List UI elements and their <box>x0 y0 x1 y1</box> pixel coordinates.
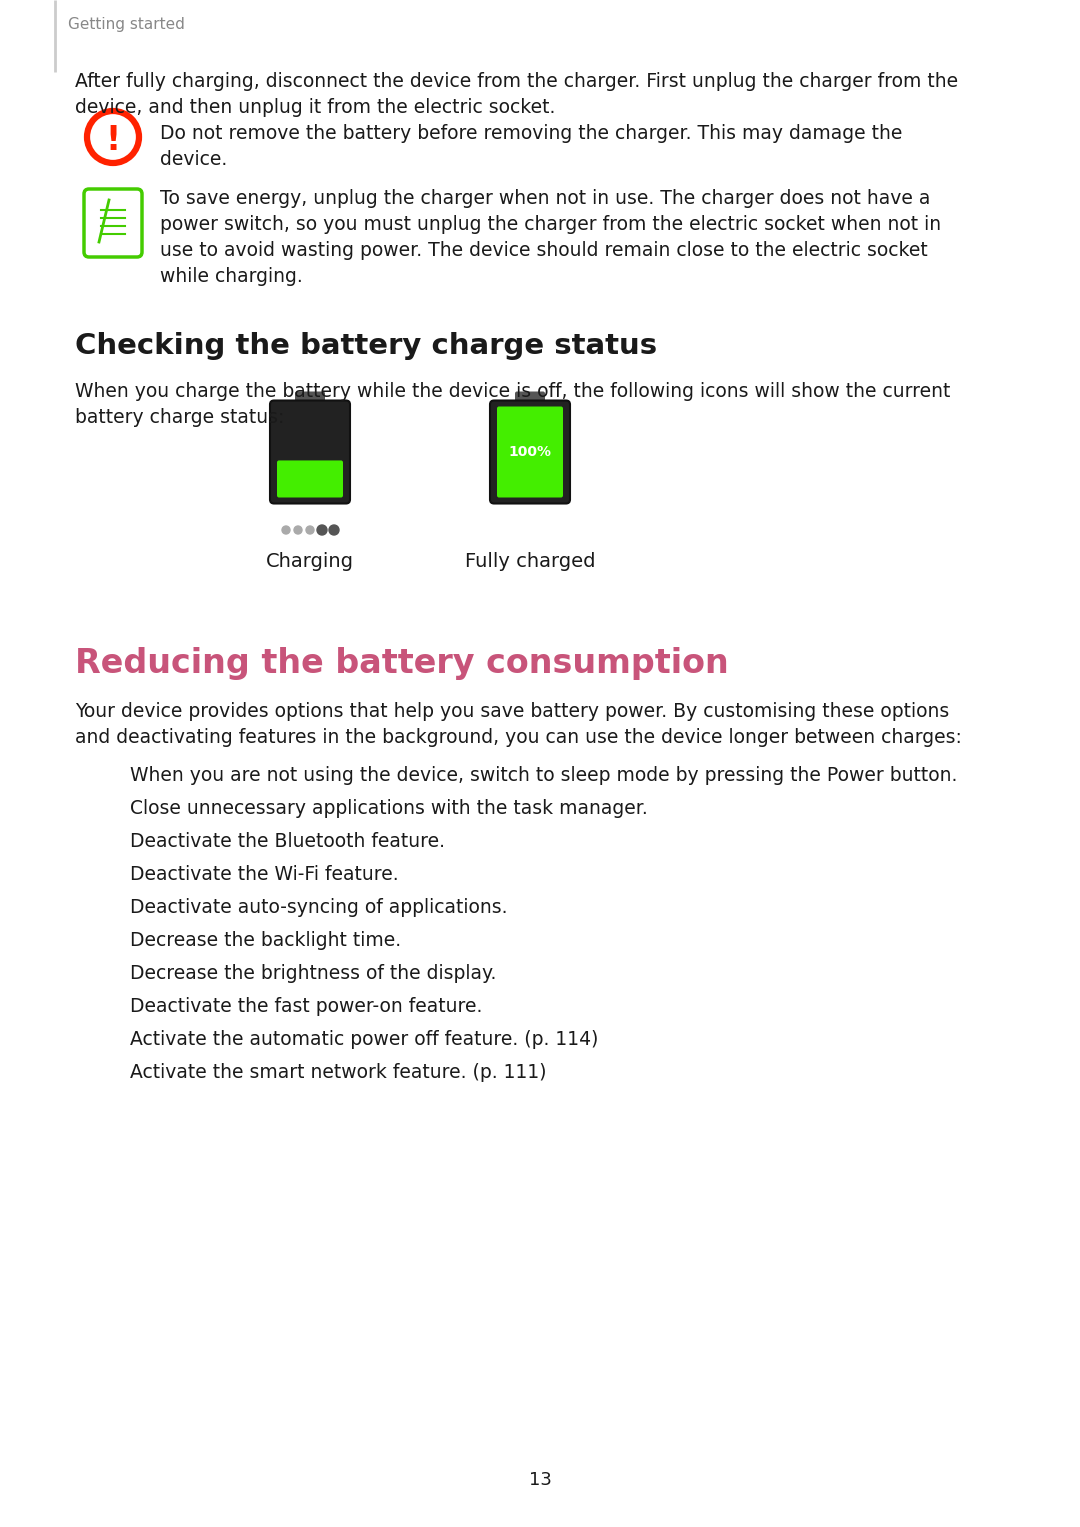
Text: Checking the battery charge status: Checking the battery charge status <box>75 331 657 360</box>
Text: Decrease the backlight time.: Decrease the backlight time. <box>130 931 401 950</box>
Text: !: ! <box>106 124 121 157</box>
Text: 100%: 100% <box>509 444 552 460</box>
Text: Deactivate auto-syncing of applications.: Deactivate auto-syncing of applications. <box>130 898 508 918</box>
Text: device.: device. <box>160 150 227 169</box>
Circle shape <box>318 525 327 534</box>
Circle shape <box>294 525 302 534</box>
Text: Your device provides options that help you save battery power. By customising th: Your device provides options that help y… <box>75 702 949 721</box>
Text: Reducing the battery consumption: Reducing the battery consumption <box>75 647 729 680</box>
Text: Do not remove the battery before removing the charger. This may damage the: Do not remove the battery before removin… <box>160 124 903 144</box>
Text: Fully charged: Fully charged <box>464 551 595 571</box>
Text: 13: 13 <box>528 1471 552 1489</box>
Text: Deactivate the Wi-Fi feature.: Deactivate the Wi-Fi feature. <box>130 864 399 884</box>
FancyBboxPatch shape <box>276 461 343 498</box>
FancyBboxPatch shape <box>295 391 325 408</box>
FancyBboxPatch shape <box>497 406 563 498</box>
Text: and deactivating features in the background, you can use the device longer betwe: and deactivating features in the backgro… <box>75 728 962 747</box>
Text: Decrease the brightness of the display.: Decrease the brightness of the display. <box>130 964 497 983</box>
Text: Getting started: Getting started <box>68 17 185 32</box>
Text: device, and then unplug it from the electric socket.: device, and then unplug it from the elec… <box>75 98 555 118</box>
Text: When you are not using the device, switch to sleep mode by pressing the Power bu: When you are not using the device, switc… <box>130 767 957 785</box>
Circle shape <box>282 525 291 534</box>
Text: while charging.: while charging. <box>160 267 302 286</box>
Circle shape <box>306 525 314 534</box>
Text: To save energy, unplug the charger when not in use. The charger does not have a: To save energy, unplug the charger when … <box>160 189 930 208</box>
Circle shape <box>329 525 339 534</box>
Text: Charging: Charging <box>266 551 354 571</box>
Text: Activate the smart network feature. (p. 111): Activate the smart network feature. (p. … <box>130 1063 546 1083</box>
Text: Close unnecessary applications with the task manager.: Close unnecessary applications with the … <box>130 799 648 818</box>
Text: Deactivate the fast power-on feature.: Deactivate the fast power-on feature. <box>130 997 483 1015</box>
Text: battery charge status:: battery charge status: <box>75 408 284 428</box>
FancyBboxPatch shape <box>490 400 570 504</box>
FancyBboxPatch shape <box>84 189 141 257</box>
Text: use to avoid wasting power. The device should remain close to the electric socke: use to avoid wasting power. The device s… <box>160 241 928 260</box>
FancyBboxPatch shape <box>515 391 545 408</box>
Text: When you charge the battery while the device is off, the following icons will sh: When you charge the battery while the de… <box>75 382 950 402</box>
Text: power switch, so you must unplug the charger from the electric socket when not i: power switch, so you must unplug the cha… <box>160 215 941 234</box>
FancyBboxPatch shape <box>270 400 350 504</box>
Text: Deactivate the Bluetooth feature.: Deactivate the Bluetooth feature. <box>130 832 445 851</box>
Text: After fully charging, disconnect the device from the charger. First unplug the c: After fully charging, disconnect the dev… <box>75 72 958 92</box>
Text: Activate the automatic power off feature. (p. 114): Activate the automatic power off feature… <box>130 1031 598 1049</box>
